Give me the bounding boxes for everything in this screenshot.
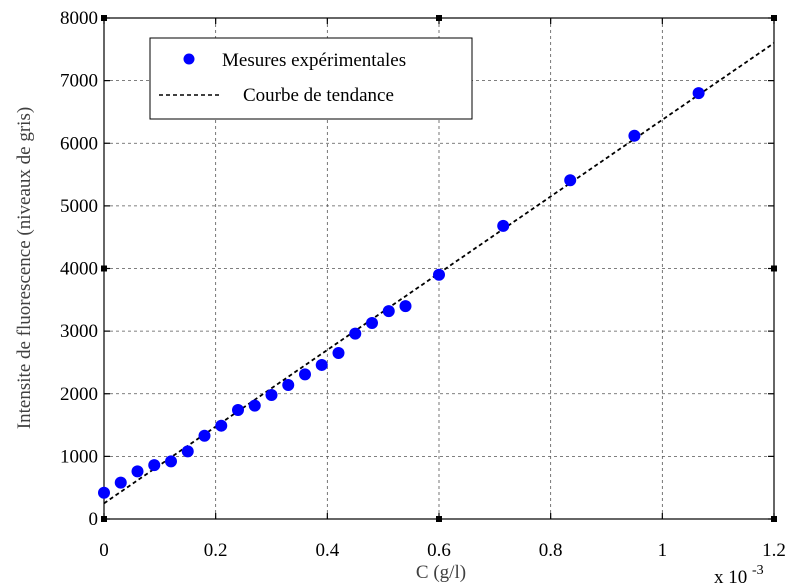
grid-lines (104, 18, 774, 519)
frame-handle (436, 15, 442, 21)
data-point (198, 429, 211, 442)
data-point (114, 476, 127, 489)
data-points (98, 87, 705, 499)
data-point (165, 455, 177, 468)
x-axis-label: C (g/l) (416, 562, 466, 583)
x-tick-labels: 0 0.2 0.4 0.6 0.8 1 1.2 (99, 540, 786, 561)
x-multiplier-exponent: -3 (752, 563, 764, 578)
x-axis-multiplier: x 10 -3 (714, 563, 764, 587)
x-tick-label: 0 (99, 540, 109, 561)
x-multiplier-base: x 10 (714, 567, 747, 587)
frame-handle (771, 15, 777, 21)
data-point (148, 459, 161, 472)
frame-handle (101, 516, 107, 522)
data-point (265, 389, 278, 402)
y-tick-label: 1000 (60, 446, 98, 467)
data-point (497, 219, 510, 232)
legend-box (149, 37, 473, 120)
frame-handle (771, 516, 777, 522)
data-point (628, 129, 641, 142)
data-point (399, 300, 412, 313)
x-tick-label: 1 (658, 540, 668, 561)
y-tick-label: 8000 (60, 8, 98, 29)
y-tick-label: 0 (89, 509, 99, 530)
data-point (299, 368, 311, 381)
y-tick-label: 2000 (60, 384, 98, 405)
tick-marks (101, 15, 777, 522)
data-point (332, 347, 345, 360)
legend-label-points: Mesures expérimentales (222, 50, 406, 71)
data-point (131, 465, 144, 478)
y-tick-label: 7000 (60, 71, 98, 92)
data-point (564, 174, 577, 187)
x-tick-label: 1.2 (762, 540, 786, 561)
y-tick-labels: 0 1000 2000 3000 4000 5000 6000 7000 8000 (60, 8, 98, 530)
data-point (181, 445, 194, 458)
legend: Mesures expérimentales Courbe de tendanc… (149, 37, 473, 120)
frame-handle (101, 15, 107, 21)
data-point (232, 404, 244, 417)
y-axis-label: Intensite de fluorescence (niveaux de gr… (14, 107, 35, 429)
x-tick-label: 0.2 (204, 540, 228, 561)
frame-handle (771, 265, 777, 272)
y-tick-label: 5000 (60, 196, 98, 217)
data-point (349, 327, 362, 340)
data-point (692, 87, 705, 100)
data-point (248, 399, 261, 412)
frame-handle (436, 516, 442, 522)
data-point (315, 358, 328, 371)
legend-label-trendline: Courbe de tendance (243, 85, 394, 106)
data-point (433, 268, 445, 281)
data-point (366, 316, 378, 329)
legend-marker-points (183, 53, 195, 65)
data-point (215, 419, 228, 432)
y-tick-label: 3000 (60, 321, 98, 342)
x-tick-label: 0.4 (315, 540, 339, 561)
data-point (282, 378, 295, 391)
x-tick-label: 0.8 (539, 540, 563, 561)
x-tick-label: 0.6 (427, 540, 451, 561)
y-tick-label: 6000 (60, 133, 98, 154)
frame-handle (101, 265, 107, 272)
data-point (98, 486, 110, 499)
data-point (382, 305, 395, 318)
y-tick-label: 4000 (60, 259, 98, 280)
